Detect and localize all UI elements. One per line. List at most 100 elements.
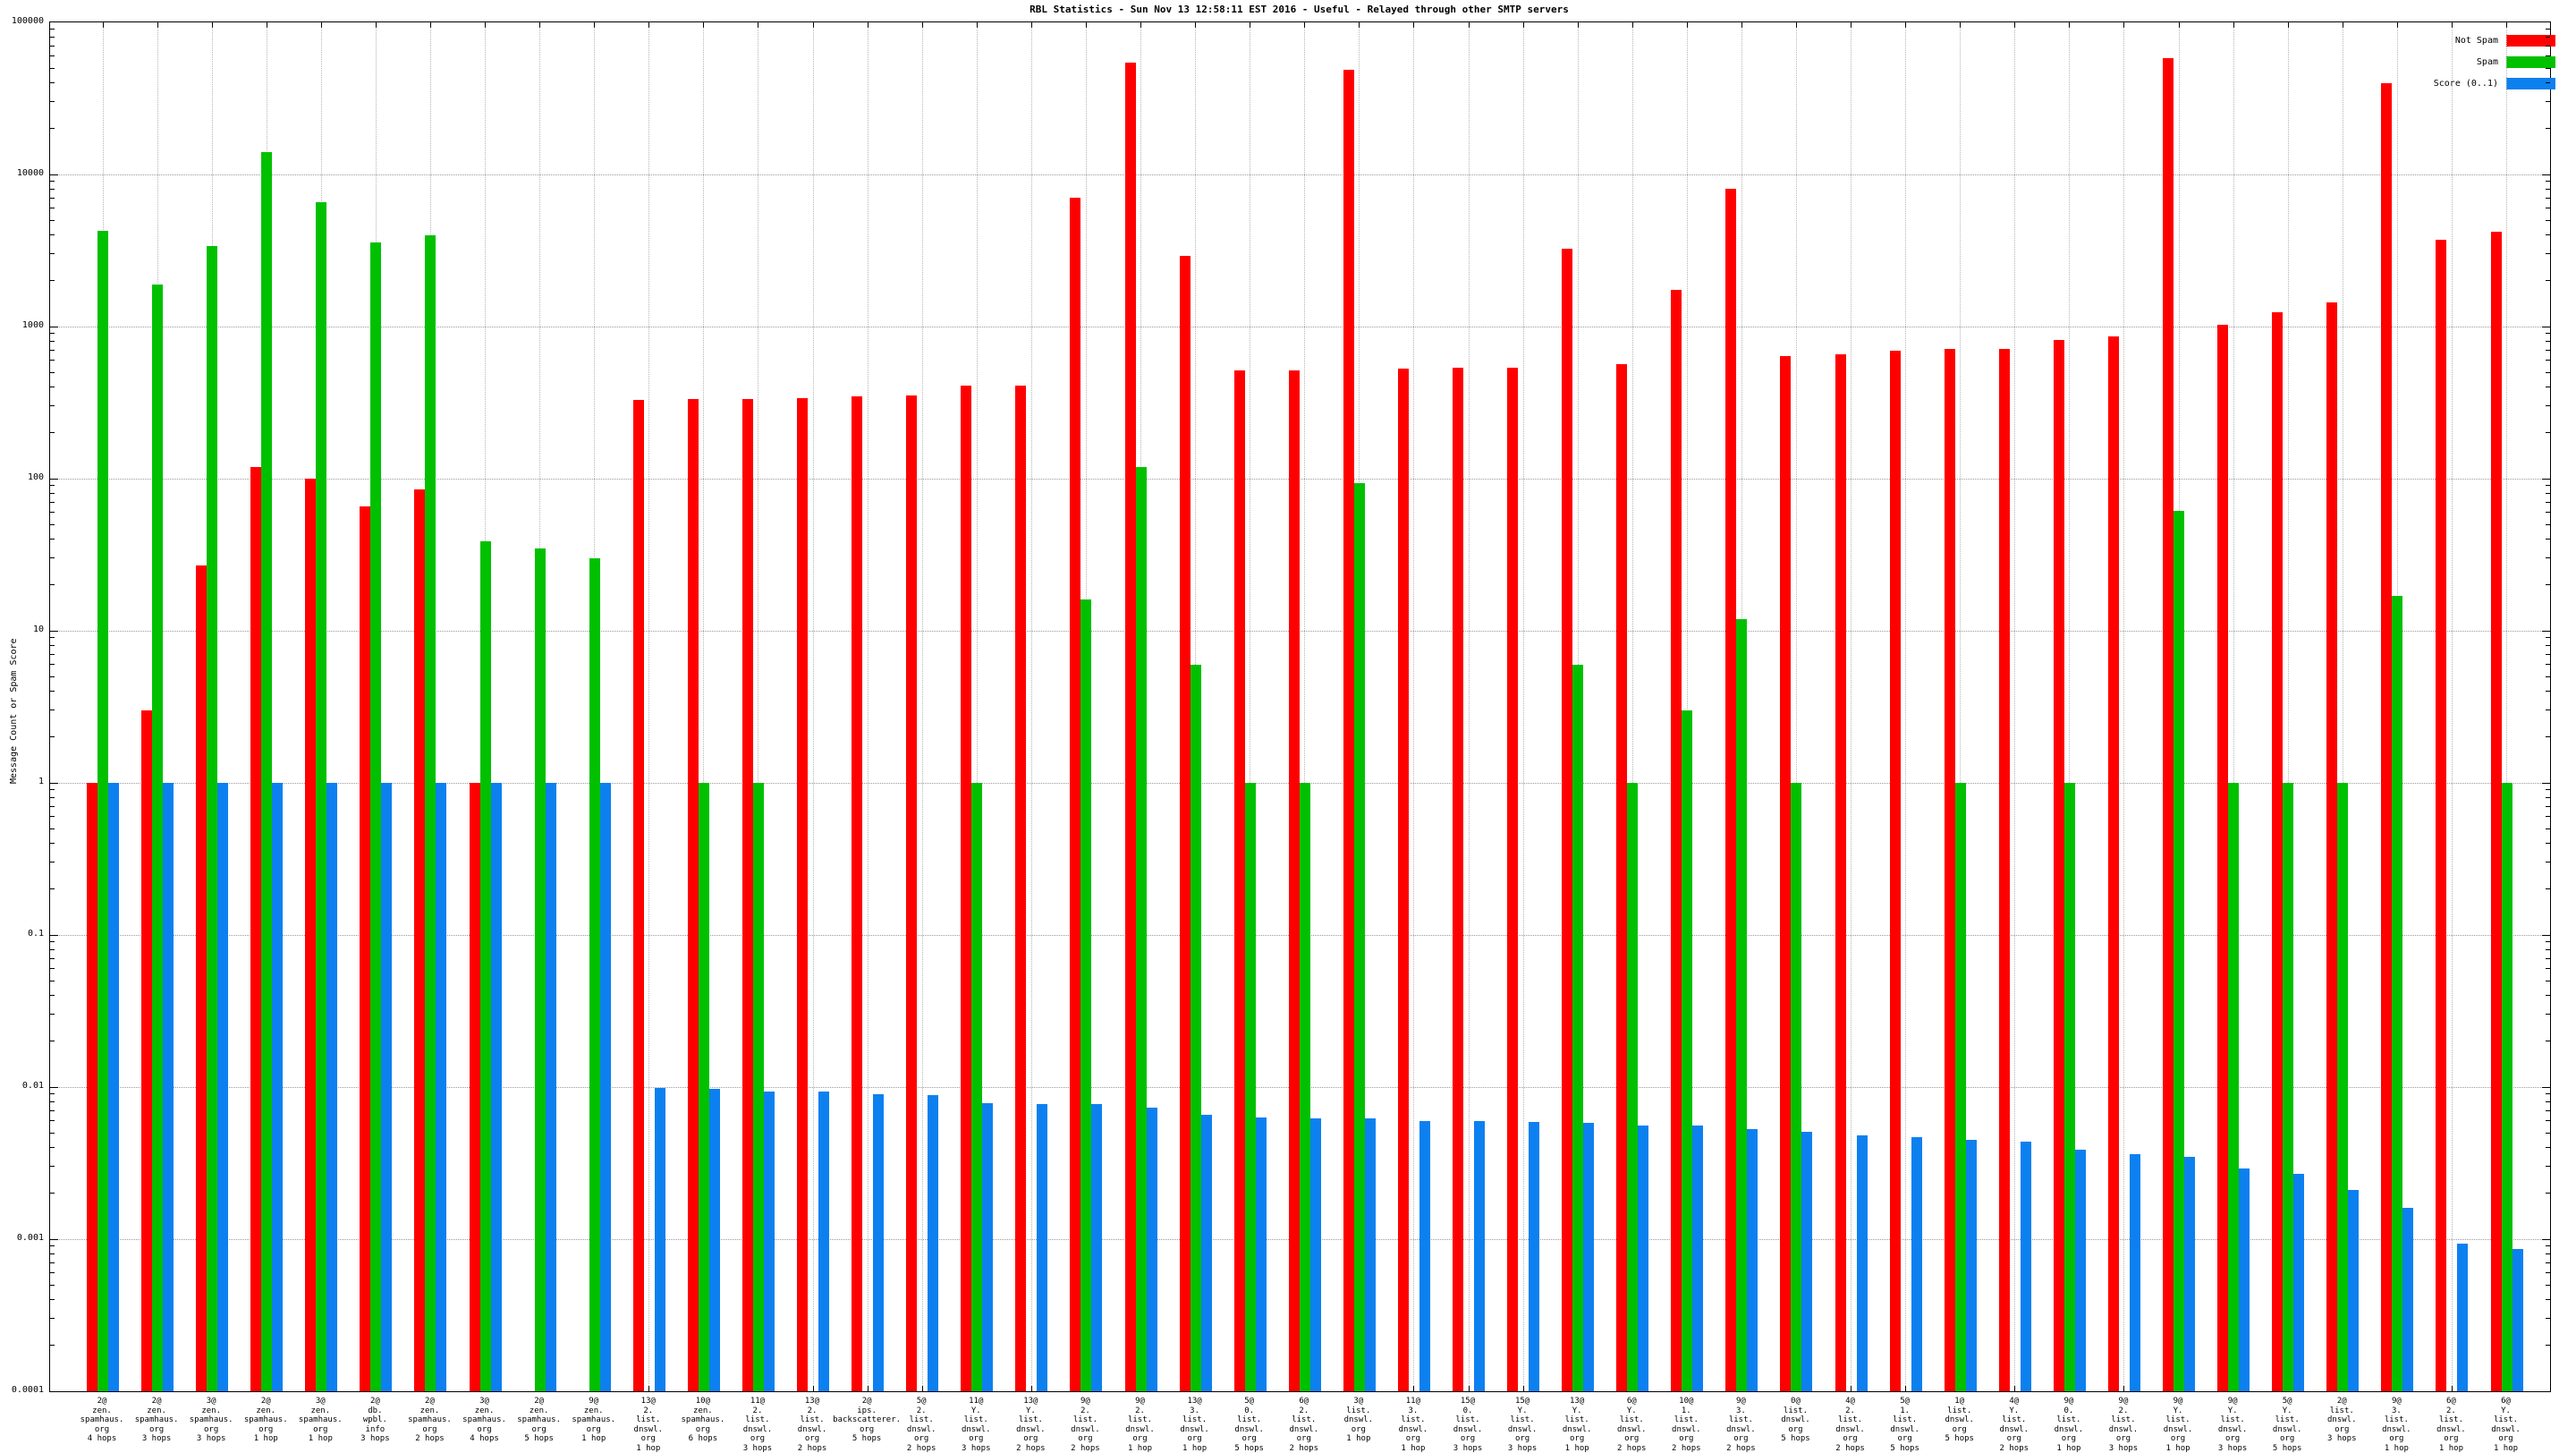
y-tick-minor-left [50, 1147, 55, 1149]
y-tick-minor-left [50, 1272, 55, 1274]
y-tick-minor-right [2546, 128, 2550, 130]
bar-score [2184, 1156, 2196, 1391]
gridline-v [2123, 22, 2125, 1391]
bar-score [1146, 1108, 1157, 1391]
bar-not-spam [87, 783, 97, 1391]
y-tick-minor-right [2546, 188, 2550, 190]
y-tick-minor-left [50, 736, 55, 738]
x-tick-top [2233, 22, 2234, 28]
x-tick-label: 10@ zen. spamhaus. org 6 hops [681, 1397, 725, 1443]
y-tick-minor-left [50, 485, 55, 487]
gridline-v [2069, 22, 2071, 1391]
x-tick-bottom [648, 1386, 650, 1391]
gridline-v [2233, 22, 2234, 1391]
x-tick-top [1030, 22, 1032, 28]
y-tick-minor-right [2546, 333, 2550, 335]
x-tick-top [1686, 22, 1688, 28]
bar-spam [1791, 783, 1802, 1391]
x-tick-label: 9@ 2. list. dnswl. org 1 hop [1125, 1397, 1155, 1453]
x-tick-label: 2@ zen. spamhaus. org 5 hops [517, 1397, 562, 1443]
bar-not-spam [1562, 248, 1573, 1391]
gridline-v [1304, 22, 1306, 1391]
bar-not-spam [196, 565, 208, 1391]
y-tick-minor-right [2546, 1272, 2550, 1274]
y-tick-minor-right [2546, 789, 2550, 791]
y-tick-minor-left [50, 941, 55, 943]
y-tick-minor-left [50, 1120, 55, 1122]
x-tick-bottom [1522, 1386, 1524, 1391]
bar-not-spam [1397, 368, 1409, 1391]
x-tick-top [976, 22, 978, 28]
bar-score [2293, 1173, 2305, 1391]
y-tick-minor-right [2546, 691, 2550, 693]
bar-score [873, 1093, 885, 1391]
y-tick-minor-right [2546, 676, 2550, 677]
y-tick-minor-right [2546, 948, 2550, 950]
x-tick-top [1905, 22, 1907, 28]
x-tick-bottom [2014, 1386, 2016, 1391]
bar-not-spam [2381, 82, 2393, 1391]
gridline-v [812, 22, 814, 1391]
y-tick-major-left [50, 934, 58, 936]
x-tick-top [2123, 22, 2125, 28]
y-tick-minor-right [2546, 219, 2550, 221]
y-tick-minor-right [2546, 82, 2550, 84]
x-tick-top [594, 22, 596, 28]
x-tick-label: 4@ Y. list. dnswl. org 2 hops [1999, 1397, 2029, 1453]
x-tick-top [2287, 22, 2289, 28]
bar-not-spam [2272, 312, 2284, 1391]
y-tick-minor-left [50, 371, 55, 373]
y-tick-minor-right [2546, 45, 2550, 47]
x-tick-top [102, 22, 104, 28]
y-tick-minor-right [2546, 485, 2550, 487]
y-tick-minor-right [2546, 1318, 2550, 1320]
bar-not-spam [797, 397, 809, 1391]
x-tick-top [703, 22, 705, 28]
bar-spam [207, 245, 218, 1391]
y-tick-minor-left [50, 676, 55, 677]
x-tick-bottom [2451, 1386, 2453, 1391]
gridline-v [921, 22, 923, 1391]
x-tick-label: 11@ 2. list. dnswl. org 3 hops [742, 1397, 773, 1453]
bar-score [2457, 1244, 2469, 1391]
gridline-h [50, 478, 2550, 480]
x-tick-label: 13@ 2. list. dnswl. org 2 hops [797, 1397, 827, 1453]
y-tick-minor-right [2546, 957, 2550, 959]
y-tick-minor-right [2546, 36, 2550, 38]
x-tick-top [1960, 22, 1962, 28]
bar-score [490, 783, 502, 1391]
bar-not-spam [2326, 302, 2338, 1391]
y-tick-minor-left [50, 253, 55, 255]
y-tick-major-right [2542, 1238, 2550, 1240]
x-tick-label: 11@ 3. list. dnswl. org 1 hop [1398, 1397, 1428, 1453]
bar-score [708, 1089, 720, 1391]
legend-swatch-not-spam-icon [2506, 34, 2555, 47]
gridline-h [50, 174, 2550, 175]
bar-spam [1190, 664, 1201, 1391]
x-tick-label: 5@ 1. list. dnswl. org 5 hops [1890, 1397, 1919, 1453]
x-tick-label: 2@ zen. spamhaus. org 4 hops [80, 1397, 124, 1443]
y-tick-minor-right [2546, 512, 2550, 514]
x-tick-top [648, 22, 650, 28]
bar-not-spam [1233, 370, 1245, 1391]
x-tick-label: 5@ 2. list. dnswl. org 2 hops [906, 1397, 936, 1453]
x-tick-label: 1@ list. dnswl. org 5 hops [1945, 1397, 1974, 1443]
y-tick-minor-left [50, 1345, 55, 1347]
y-tick-minor-left [50, 333, 55, 335]
x-tick-top [1741, 22, 1742, 28]
bar-score [2239, 1168, 2250, 1391]
bar-not-spam [1124, 63, 1136, 1391]
x-tick-label: 0@ list. dnswl. org 5 hops [1781, 1397, 1810, 1443]
bar-not-spam [1835, 353, 1846, 1391]
y-tick-minor-right [2546, 843, 2550, 845]
x-tick-top [320, 22, 322, 28]
bar-score [436, 783, 447, 1391]
gridline-v [2506, 22, 2508, 1391]
y-tick-major-left [50, 174, 58, 175]
gridline-v [2014, 22, 2016, 1391]
y-tick-minor-left [50, 1299, 55, 1301]
y-tick-minor-right [2546, 736, 2550, 738]
y-tick-minor-left [50, 219, 55, 221]
x-tick-top [429, 22, 431, 28]
y-tick-minor-right [2546, 941, 2550, 943]
